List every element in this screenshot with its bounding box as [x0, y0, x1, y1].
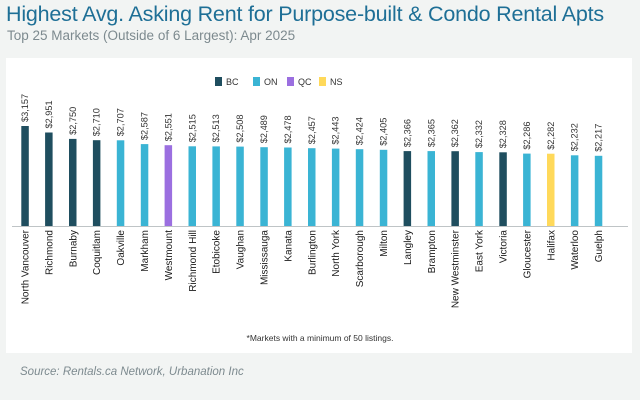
category-label-markham: Markham [140, 230, 151, 272]
category-label-gloucester: Gloucester [522, 229, 533, 278]
bar-etobicoke [212, 146, 220, 226]
bar-burnaby [69, 138, 77, 226]
bar-richmond-hill [188, 146, 196, 226]
data-label-gloucester: $2,286 [522, 121, 532, 149]
category-label-north-york: North York [331, 229, 342, 277]
category-label-vaughan: Vaughan [236, 230, 247, 269]
bar-victoria [499, 152, 507, 226]
category-label-new-westminster: New Westminster [451, 229, 462, 308]
legend-swatch-on [253, 77, 260, 86]
bar-milton [379, 149, 388, 226]
category-label-north-vancouver: North Vancouver [21, 229, 32, 304]
category-label-langley: Langley [403, 230, 414, 265]
legend-label-qc: QC [298, 77, 312, 87]
category-label-burnaby: Burnaby [68, 230, 79, 267]
bar-kanata [284, 147, 292, 226]
bars-group [21, 126, 603, 226]
data-label-richmond: $2,951 [44, 100, 54, 128]
legend-item-qc: QC [287, 77, 312, 87]
data-label-burnaby: $2,750 [68, 107, 78, 135]
bar-guelph [594, 155, 603, 226]
data-label-richmond-hill: $2,515 [187, 114, 197, 142]
legend: BC ON QC NS [215, 77, 343, 87]
data-label-scarborough: $2,424 [355, 117, 365, 145]
data-label-milton: $2,405 [379, 118, 389, 146]
data-label-north-york: $2,443 [331, 116, 341, 144]
legend-item-on: ON [253, 77, 278, 87]
data-label-new-westminster: $2,362 [450, 119, 460, 147]
category-label-halifax: Halifax [546, 230, 557, 261]
legend-swatch-bc [215, 77, 222, 86]
category-label-victoria: Victoria [499, 230, 510, 264]
category-label-east-york: East York [475, 229, 486, 272]
category-label-milton: Milton [379, 230, 390, 257]
data-label-brampton: $2,365 [426, 119, 436, 147]
bar-new-westminster [451, 151, 459, 226]
bar-north-york [331, 148, 340, 226]
bar-burlington [308, 148, 316, 226]
data-label-vaughan: $2,508 [235, 114, 245, 142]
bar-gloucester [523, 153, 531, 226]
legend-label-bc: BC [226, 77, 239, 87]
category-label-kanata: Kanata [283, 230, 294, 262]
category-label-coquitlam: Coquitlam [92, 230, 103, 275]
bar-waterloo [570, 155, 579, 226]
data-label-north-vancouver: $3,157 [20, 94, 30, 122]
category-label-waterloo: Waterloo [570, 230, 581, 270]
category-label-burlington: Burlington [307, 230, 318, 275]
chart-subtitle: Top 25 Markets (Outside of 6 Largest): A… [7, 28, 296, 43]
data-label-halifax: $2,282 [546, 122, 556, 150]
bar-mississauga [260, 147, 268, 226]
data-label-mississauga: $2,489 [259, 115, 269, 143]
legend-swatch-ns [319, 77, 326, 86]
bar-brampton [427, 151, 435, 226]
data-label-waterloo: $2,232 [570, 123, 580, 151]
source-note: Source: Rentals.ca Network, Urbanation I… [20, 366, 244, 378]
legend-label-ns: NS [330, 77, 343, 87]
bar-east-york [475, 152, 483, 226]
category-label-etobicoke: Etobicoke [212, 230, 223, 274]
data-label-markham: $2,587 [140, 112, 150, 140]
bar-scarborough [355, 149, 364, 226]
category-label-scarborough: Scarborough [355, 230, 366, 287]
bar-westmount [164, 145, 173, 226]
data-label-oakville: $2,707 [116, 108, 126, 136]
bar-richmond [45, 132, 53, 226]
category-label-westmount: Westmount [164, 230, 175, 281]
category-label-brampton: Brampton [427, 230, 438, 273]
category-label-oakville: Oakville [116, 230, 127, 266]
category-label-guelph: Guelph [594, 230, 605, 262]
bar-halifax [547, 153, 555, 226]
data-label-east-york: $2,332 [474, 120, 484, 148]
data-label-westmount: $2,551 [163, 113, 173, 141]
legend-item-ns: NS [319, 77, 343, 87]
footnote: *Markets with a minimum of 50 listings. [246, 333, 394, 343]
bar-oakville [116, 140, 125, 226]
data-label-etobicoke: $2,513 [211, 114, 221, 142]
data-label-victoria: $2,328 [498, 120, 508, 148]
bar-coquitlam [92, 140, 101, 226]
bar-langley [403, 151, 412, 226]
bar-markham [140, 144, 149, 226]
bar-vaughan [236, 146, 244, 226]
bar-north-vancouver [21, 126, 29, 226]
data-label-guelph: $2,217 [594, 124, 604, 152]
tick-labels-group: $3,157 North Vancouver $2,951 Richmond $2,75… [20, 94, 605, 308]
data-label-langley: $2,366 [402, 119, 412, 147]
category-label-richmond-hill: Richmond Hill [188, 230, 199, 292]
category-label-mississauga: Mississauga [260, 230, 271, 285]
data-label-coquitlam: $2,710 [92, 108, 102, 136]
data-label-kanata: $2,478 [283, 115, 293, 143]
legend-label-on: ON [264, 77, 278, 87]
chart-title: Highest Avg. Asking Rent for Purpose-bui… [6, 2, 604, 26]
legend-item-bc: BC [215, 77, 239, 87]
category-label-richmond: Richmond [44, 230, 55, 275]
legend-swatch-qc [287, 77, 294, 86]
data-label-burlington: $2,457 [307, 116, 317, 144]
